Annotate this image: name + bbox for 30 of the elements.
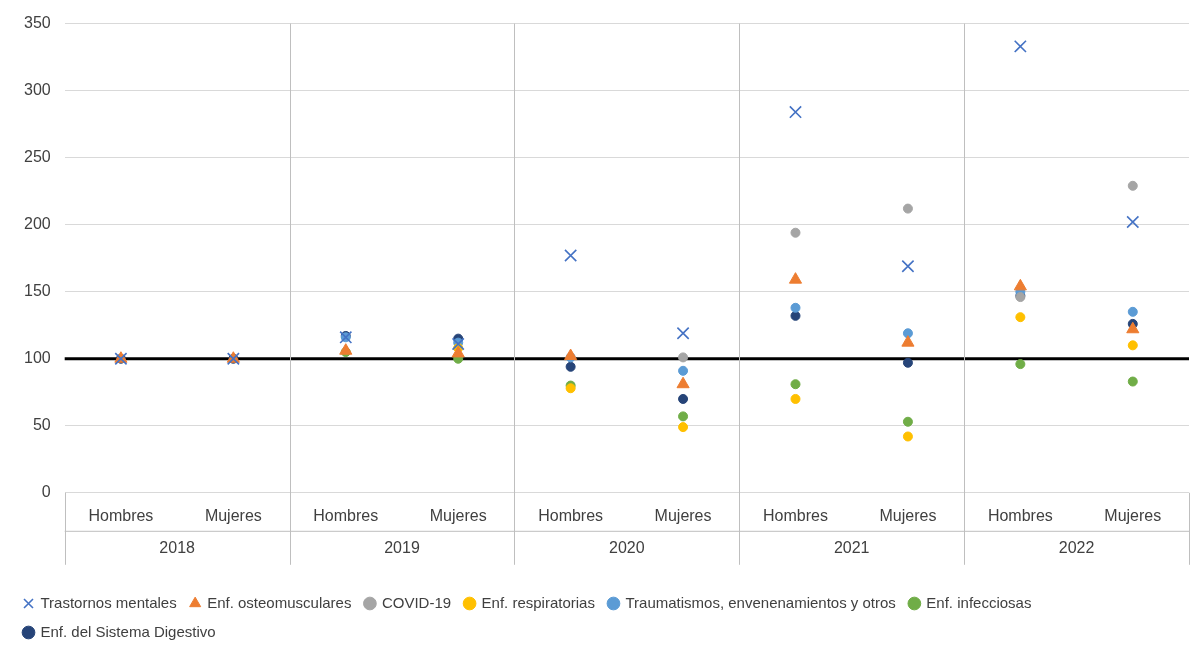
y-tick-label: 150 (23, 282, 51, 300)
x-tick-label: Mujeres (879, 506, 937, 524)
legend-label: COVID-19 (381, 593, 452, 611)
legend-label: Enf. infecciosas (926, 593, 1032, 611)
legend-label: Enf. del Sistema Digestivo (40, 622, 216, 640)
text: 2022 (1058, 539, 1095, 557)
x-tick-label: Hombres (88, 506, 154, 524)
text: 2019 (384, 539, 420, 557)
y-tick-label: 250 (23, 148, 51, 166)
x-tick-label: Mujeres (429, 506, 487, 524)
y-tick-label: 100 (23, 349, 51, 367)
legend-label: Enf. respiratorias (481, 593, 595, 611)
x-tick-label: Hombres (313, 506, 379, 524)
y-tick-label: 50 (32, 416, 51, 434)
x-tick-label: Mujeres (1104, 506, 1162, 524)
text: 2020 (609, 539, 645, 557)
x-tick-label: Mujeres (204, 506, 262, 524)
legend-label: Trastornos mentales (40, 593, 177, 611)
y-tick-label: 300 (23, 81, 51, 99)
x-tick-label: Mujeres (654, 506, 712, 524)
text: 2021 (833, 539, 870, 557)
x-tick-label: Hombres (538, 506, 604, 524)
y-tick-label: 350 (23, 14, 51, 32)
legend-label: Enf. osteomusculares (207, 593, 352, 611)
legend-label: Traumatismos, envenenamientos y otros (625, 593, 896, 611)
y-tick-label: 200 (23, 215, 51, 233)
x-tick-label: Hombres (987, 506, 1053, 524)
y-tick-label: 0 (41, 483, 51, 501)
text: 2018 (159, 539, 196, 557)
x-tick-label: Hombres (763, 506, 828, 524)
